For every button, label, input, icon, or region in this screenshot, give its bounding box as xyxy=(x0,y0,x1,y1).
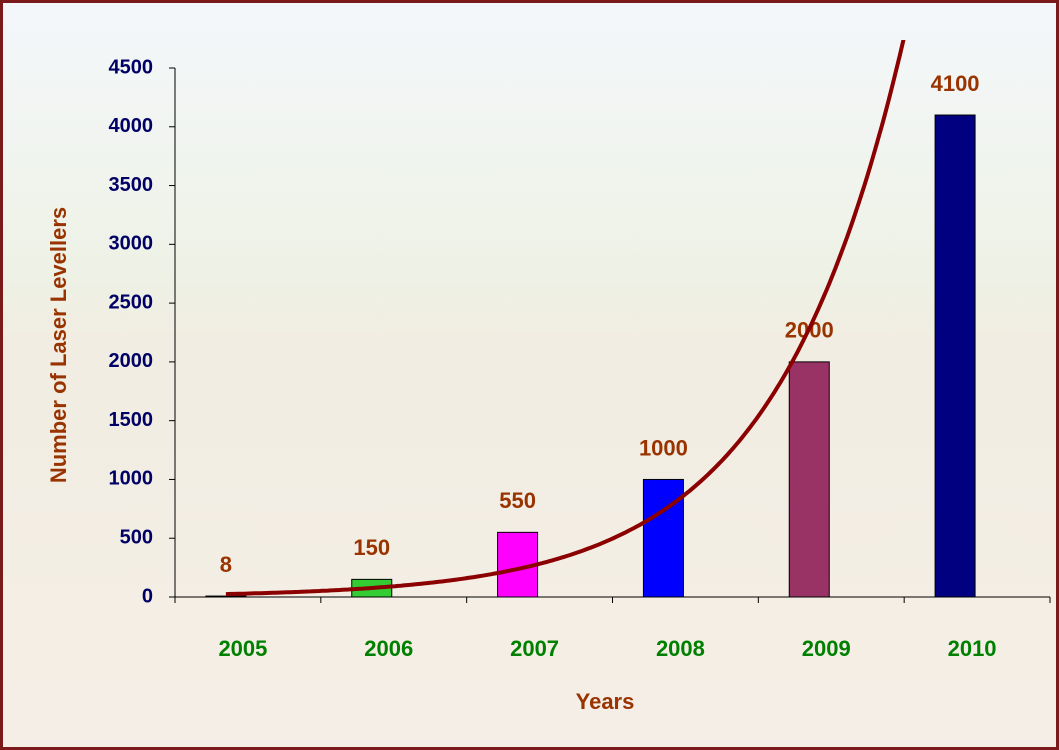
y-tick-label: 4500 xyxy=(109,56,154,78)
x-tick-label: 2005 xyxy=(218,636,267,661)
value-label: 1000 xyxy=(639,435,688,460)
y-axis-title: Number of Laser Levellers xyxy=(46,207,71,483)
bar xyxy=(934,114,976,598)
trendline-group xyxy=(225,40,906,597)
value-label: 8 xyxy=(220,552,232,577)
x-tick-label: 2009 xyxy=(802,636,851,661)
y-tick-label: 1000 xyxy=(109,468,154,490)
y-tick-label: 2500 xyxy=(109,291,154,313)
value-label: 150 xyxy=(353,535,390,560)
value-label: 550 xyxy=(499,488,536,513)
x-tick-label: 2008 xyxy=(656,636,705,661)
bar xyxy=(205,595,247,598)
x-axis-title: Years xyxy=(576,689,635,714)
trendline xyxy=(225,40,906,597)
bar xyxy=(642,478,684,598)
y-tick-label: 2000 xyxy=(109,350,154,372)
y-tick-label: 3000 xyxy=(109,233,154,255)
bar xyxy=(788,361,830,598)
y-tick-label: 0 xyxy=(142,585,153,607)
value-label: 4100 xyxy=(931,71,980,96)
y-tick-label: 4000 xyxy=(109,115,154,137)
x-tick-label: 2010 xyxy=(948,636,997,661)
x-tick-label: 2007 xyxy=(510,636,559,661)
y-tick-label: 1500 xyxy=(109,409,154,431)
y-tick-label: 3500 xyxy=(109,174,154,196)
x-tick-label: 2006 xyxy=(364,636,413,661)
y-tick-label: 500 xyxy=(120,527,153,549)
